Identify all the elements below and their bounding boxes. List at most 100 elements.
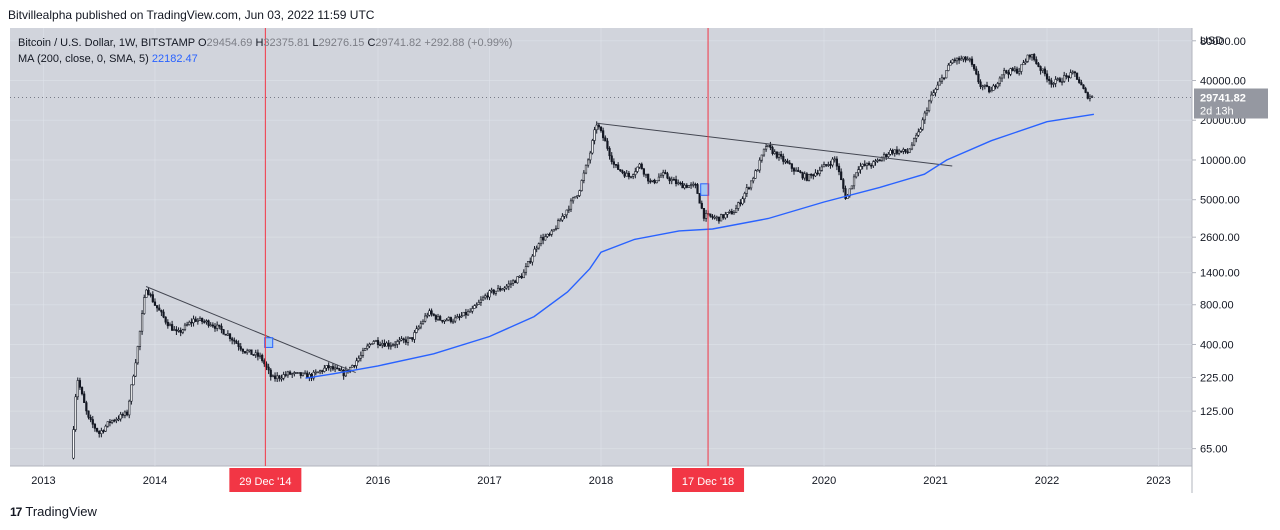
- close-label: C: [367, 37, 376, 49]
- candle-body: [183, 324, 187, 331]
- candle-body: [810, 173, 813, 176]
- candle-body: [1075, 72, 1079, 80]
- candle-body: [108, 421, 112, 423]
- candle-body: [1013, 68, 1016, 71]
- candle-body: [756, 169, 759, 172]
- tradingview-logo-icon[interactable]: 17: [10, 504, 22, 519]
- candle-body: [887, 153, 890, 157]
- candle-body: [243, 351, 247, 354]
- candle-body: [561, 216, 564, 221]
- candle-body: [132, 375, 135, 386]
- candle-body: [336, 367, 339, 370]
- candle-body: [518, 275, 521, 278]
- candle-body: [644, 173, 648, 176]
- candle-body: [117, 418, 120, 421]
- candle-body: [323, 367, 326, 372]
- candle-body: [973, 64, 976, 70]
- candle-body: [790, 163, 793, 169]
- candle-body: [316, 371, 320, 374]
- tradingview-brand[interactable]: TradingView: [25, 504, 97, 519]
- candle-body: [861, 163, 864, 167]
- candle-body: [374, 340, 377, 342]
- candle-body: [426, 314, 429, 317]
- candle-body: [1071, 71, 1074, 74]
- highlight-box: [264, 337, 274, 348]
- candle-body: [252, 354, 255, 356]
- candle-body: [301, 372, 305, 376]
- candle-body: [726, 212, 729, 215]
- candle-body: [428, 310, 431, 316]
- candle-body: [992, 85, 995, 91]
- x-tick-label: 2014: [143, 475, 167, 487]
- candle-body: [919, 128, 922, 133]
- candle-body: [797, 169, 800, 172]
- candle-body: [803, 173, 806, 179]
- candle-body: [713, 216, 716, 219]
- candle-body: [526, 261, 530, 267]
- candle-body: [327, 365, 330, 369]
- candle-body: [964, 56, 967, 61]
- candle-body: [983, 84, 986, 87]
- candle-body: [1020, 64, 1023, 72]
- candle-body: [807, 173, 811, 181]
- candle-body: [947, 64, 950, 71]
- candle-body: [885, 154, 888, 157]
- ma-label[interactable]: MA (200, close, 0, SMA, 5): [18, 53, 149, 65]
- candle-body: [312, 371, 315, 379]
- candle-body: [310, 373, 313, 379]
- candle-body: [709, 213, 712, 217]
- candle-body: [542, 237, 545, 241]
- price-chart[interactable]: 65.00 125.00 225.00 400.00 800.00 1400.00 2600…: [10, 28, 1270, 493]
- candle-body: [614, 164, 618, 166]
- candle-body: [1026, 54, 1029, 62]
- chart-panel[interactable]: 65.00 125.00 225.00 400.00 800.00 1400.00 2600…: [10, 28, 1270, 493]
- candle-body: [1043, 68, 1046, 75]
- candle-body: [359, 355, 362, 359]
- candle-body: [321, 370, 324, 372]
- candle-body: [524, 266, 528, 273]
- candle-body: [338, 368, 341, 371]
- candle-body: [559, 219, 562, 222]
- candle-body: [988, 86, 991, 93]
- candle-body: [1039, 66, 1042, 71]
- candle-body: [1069, 72, 1072, 79]
- x-tick-label: 2013: [31, 475, 55, 487]
- candle-body: [940, 77, 944, 82]
- candle-body: [522, 271, 525, 279]
- candle-body: [439, 316, 442, 321]
- candle-body: [805, 173, 808, 181]
- candle-body: [231, 338, 234, 341]
- candle-body: [162, 311, 165, 318]
- candle-body: [870, 164, 873, 167]
- candle-body: [226, 333, 229, 336]
- candle-body: [1065, 75, 1068, 77]
- candle-body: [747, 187, 751, 190]
- candle-body: [825, 164, 828, 166]
- candle-body: [874, 160, 877, 163]
- candle-body: [587, 159, 590, 166]
- candle-body: [276, 375, 279, 380]
- symbol-title[interactable]: Bitcoin / U.S. Dollar, 1W, BITSTAMP: [18, 37, 195, 49]
- y-tick-label: 225.00: [1200, 372, 1234, 384]
- candle-body: [149, 294, 152, 296]
- candle-body: [627, 172, 630, 178]
- candle-body: [745, 187, 748, 194]
- candle-body: [569, 200, 573, 210]
- candle-body: [1086, 92, 1089, 99]
- x-tick-label: 2021: [923, 475, 947, 487]
- candle-body: [265, 363, 268, 368]
- candle-body: [168, 324, 172, 327]
- candle-body: [752, 178, 755, 182]
- candle-body: [567, 208, 570, 211]
- candle-body: [552, 229, 555, 232]
- candle-body: [250, 349, 253, 355]
- candle-body: [827, 164, 830, 166]
- candle-body: [867, 162, 871, 166]
- candle-body: [818, 170, 821, 175]
- symbol-row: Bitcoin / U.S. Dollar, 1W, BITSTAMP O294…: [18, 35, 512, 51]
- candle-body: [160, 310, 163, 313]
- candle-body: [509, 283, 513, 285]
- candle-body: [966, 58, 969, 61]
- candle-body: [278, 375, 281, 379]
- candle-body: [876, 159, 879, 162]
